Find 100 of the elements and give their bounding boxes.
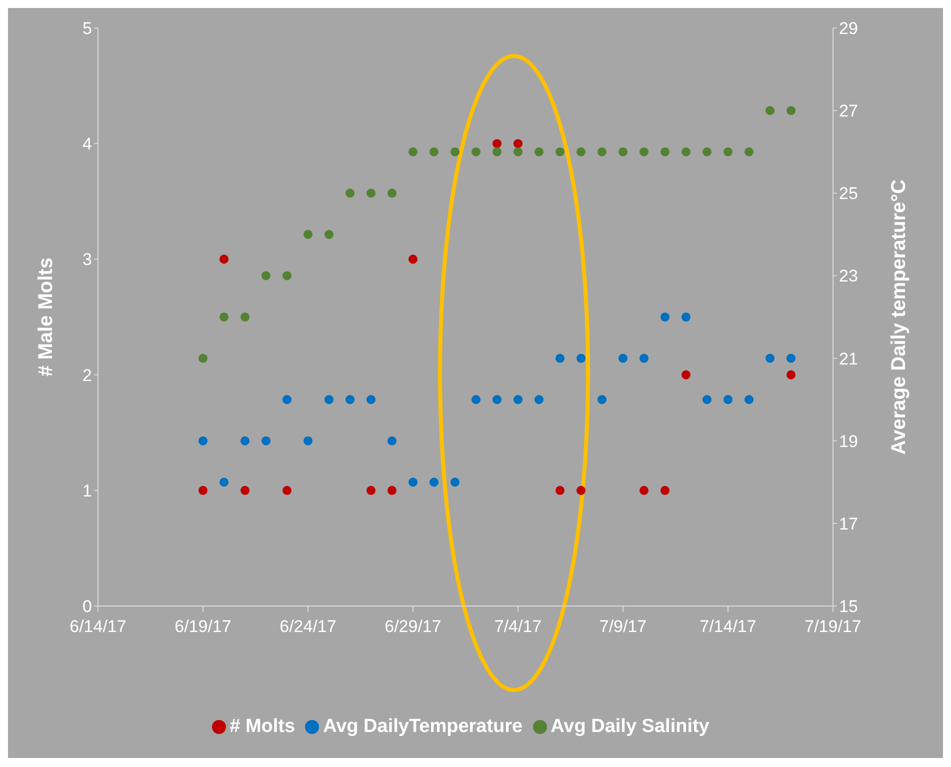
point [387, 436, 397, 446]
point [219, 478, 229, 487]
point [345, 188, 355, 198]
point [723, 395, 733, 404]
point [513, 147, 523, 156]
y-tick-label: 5 [82, 19, 92, 38]
point [198, 354, 208, 363]
point [429, 478, 439, 487]
point [702, 147, 712, 156]
x-tick-label: 6/19/17 [174, 617, 232, 636]
point [660, 312, 670, 322]
legend-label: Avg Daily Salinity [550, 716, 710, 737]
y2-tick-label: 27 [839, 102, 858, 121]
point [786, 370, 796, 380]
y2-axis-title: Average Daily temperature°C [888, 179, 910, 455]
point [660, 147, 670, 156]
point [555, 354, 565, 363]
y2-tick-label: 21 [839, 349, 858, 368]
legend-label: # Molts [230, 716, 296, 737]
point [492, 147, 502, 156]
y-tick-label: 2 [82, 366, 92, 385]
point [366, 188, 376, 198]
y2-tick-label: 19 [839, 432, 858, 451]
point [408, 254, 418, 264]
point [639, 486, 649, 495]
point [408, 478, 418, 487]
y-tick-label: 0 [82, 597, 92, 616]
point [471, 147, 481, 156]
point [786, 106, 796, 116]
point [534, 147, 544, 156]
point [702, 395, 712, 404]
point [240, 312, 250, 322]
point [681, 370, 691, 380]
point [387, 188, 397, 198]
point [303, 230, 313, 239]
y2-tick-label: 15 [839, 597, 858, 616]
point [324, 230, 334, 239]
point [282, 486, 292, 495]
point [324, 395, 334, 404]
point [240, 436, 250, 446]
point [744, 395, 754, 404]
point [576, 147, 586, 156]
point [618, 354, 628, 363]
point [366, 486, 376, 495]
x-tick-label: 7/19/17 [804, 617, 862, 636]
point [681, 147, 691, 156]
point [261, 271, 271, 280]
point [408, 147, 418, 156]
point [639, 354, 649, 363]
point [618, 147, 628, 156]
x-tick-label: 7/14/17 [700, 617, 756, 636]
point [723, 147, 733, 156]
y2-tick-label: 23 [839, 266, 858, 286]
point [492, 139, 502, 148]
point [240, 486, 250, 495]
point [513, 139, 523, 148]
point [198, 436, 208, 446]
point [261, 436, 271, 446]
y2-tick-label: 29 [839, 19, 858, 38]
point [597, 395, 607, 404]
point [492, 395, 502, 404]
point [429, 147, 439, 156]
point [534, 395, 544, 404]
point [744, 147, 754, 156]
point [303, 436, 313, 446]
x-tick-label: 6/29/17 [384, 617, 442, 636]
point [282, 271, 292, 280]
point [639, 147, 649, 156]
x-tick-label: 7/4/17 [494, 617, 542, 636]
point [576, 354, 586, 363]
point [219, 254, 229, 264]
point [660, 486, 670, 495]
y-axis-title: # Male Molts [35, 258, 58, 376]
y2-tick-label: 17 [839, 514, 858, 534]
point [471, 395, 481, 404]
point [450, 478, 460, 487]
x-tick-label: 6/24/17 [280, 617, 336, 636]
point [450, 147, 460, 156]
point [681, 312, 691, 322]
y-tick-label: 3 [82, 250, 92, 270]
point [576, 486, 586, 495]
y-tick-label: 1 [82, 481, 92, 500]
y2-tick-label: 25 [839, 184, 858, 204]
x-tick-label: 7/9/17 [599, 617, 647, 636]
x-tick-label: 6/14/17 [70, 617, 126, 636]
point [555, 486, 565, 495]
point [555, 147, 565, 156]
point [597, 147, 607, 156]
point [513, 395, 523, 404]
point [198, 486, 208, 495]
y-tick-label: 4 [82, 134, 92, 154]
point [786, 354, 796, 363]
point [387, 486, 397, 495]
point [765, 354, 775, 363]
point [345, 395, 355, 404]
legend-label: Avg DailyTemperature [323, 716, 523, 737]
point [219, 312, 229, 322]
point [765, 106, 775, 116]
point [282, 395, 292, 404]
point [366, 395, 376, 404]
